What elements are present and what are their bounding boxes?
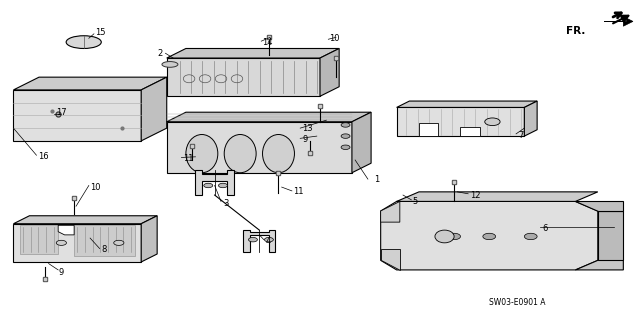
Circle shape [484, 118, 500, 125]
Circle shape [264, 237, 273, 242]
Text: 9: 9 [302, 135, 307, 144]
Text: 10: 10 [330, 34, 340, 43]
Circle shape [341, 134, 350, 138]
Text: FR.: FR. [566, 26, 585, 36]
Polygon shape [13, 77, 167, 90]
Polygon shape [575, 260, 623, 270]
Text: 4: 4 [266, 237, 271, 246]
Text: 3: 3 [223, 198, 228, 207]
Polygon shape [397, 108, 524, 136]
Polygon shape [141, 216, 157, 262]
Circle shape [218, 183, 227, 188]
Text: 5: 5 [413, 197, 418, 206]
Polygon shape [74, 225, 135, 256]
Polygon shape [381, 201, 400, 222]
Circle shape [341, 145, 350, 149]
Ellipse shape [435, 230, 454, 243]
Polygon shape [381, 201, 598, 270]
Polygon shape [397, 101, 537, 108]
Circle shape [248, 237, 257, 242]
Circle shape [56, 240, 67, 245]
Polygon shape [352, 112, 371, 173]
Text: 13: 13 [302, 124, 313, 133]
Text: 17: 17 [56, 108, 67, 117]
Circle shape [448, 233, 461, 240]
Circle shape [114, 240, 124, 245]
Polygon shape [419, 123, 438, 136]
Polygon shape [167, 122, 352, 173]
Text: 11: 11 [182, 154, 193, 163]
Text: 8: 8 [102, 245, 107, 254]
Circle shape [524, 233, 537, 240]
Text: 14: 14 [262, 38, 273, 47]
Ellipse shape [162, 61, 178, 67]
Polygon shape [598, 211, 623, 260]
Polygon shape [195, 170, 234, 195]
Ellipse shape [186, 134, 218, 173]
Polygon shape [13, 224, 141, 262]
Text: 9: 9 [58, 268, 63, 277]
Polygon shape [141, 77, 167, 141]
Text: 6: 6 [542, 224, 548, 233]
Polygon shape [13, 216, 157, 224]
Circle shape [204, 183, 212, 188]
Polygon shape [13, 90, 141, 141]
Polygon shape [461, 126, 479, 136]
Polygon shape [58, 225, 74, 235]
Circle shape [483, 233, 495, 240]
Ellipse shape [66, 36, 101, 49]
Polygon shape [243, 230, 275, 252]
Polygon shape [524, 101, 537, 136]
Polygon shape [381, 249, 400, 270]
Polygon shape [575, 201, 623, 211]
Circle shape [341, 123, 350, 127]
Polygon shape [397, 192, 598, 201]
Text: 11: 11 [293, 188, 303, 196]
Text: 16: 16 [38, 152, 49, 161]
Text: SW03-E0901 A: SW03-E0901 A [489, 298, 546, 307]
Text: 15: 15 [95, 28, 106, 37]
Polygon shape [167, 112, 371, 122]
Polygon shape [20, 225, 58, 254]
Text: 2: 2 [157, 49, 163, 58]
Text: 7: 7 [518, 131, 524, 140]
Polygon shape [167, 58, 320, 96]
Ellipse shape [224, 134, 256, 173]
Text: 1: 1 [374, 175, 380, 184]
Text: 10: 10 [90, 183, 100, 192]
Text: 12: 12 [470, 190, 481, 200]
Polygon shape [320, 49, 339, 96]
Ellipse shape [262, 134, 294, 173]
Polygon shape [167, 49, 339, 58]
Polygon shape [604, 18, 633, 26]
